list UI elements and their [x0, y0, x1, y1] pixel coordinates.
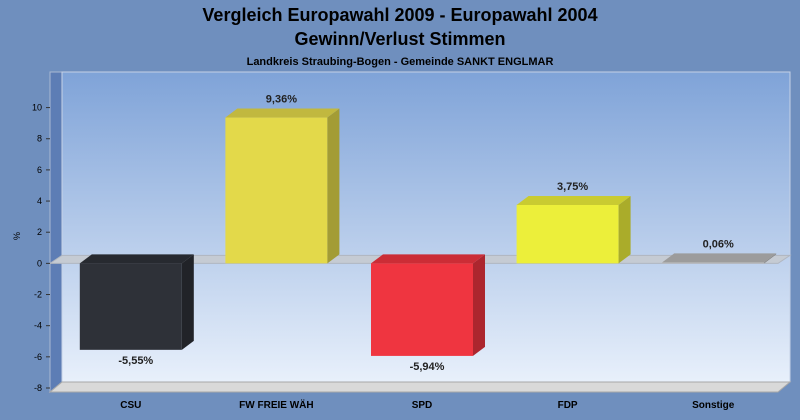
bar-csu: -5,55%: [79, 254, 194, 367]
bar-side: [764, 253, 777, 264]
y-tick-label: 10: [32, 103, 42, 113]
y-tick-label: -8: [34, 383, 42, 393]
y-tick-label: 6: [37, 165, 42, 175]
category-label: SPD: [412, 400, 433, 411]
bar-sonstige: 0,06%: [662, 238, 777, 264]
y-axis-ticks: 10 8 6 4 2 0 -2 -4 -6 -8: [32, 103, 50, 393]
chart-subtitle: Gewinn/Verlust Stimmen: [294, 29, 505, 49]
bar-top: [79, 254, 194, 264]
data-label: 0,06%: [703, 238, 734, 250]
bar-top: [225, 108, 340, 118]
y-tick-label: -6: [34, 352, 42, 362]
bars: -5,55% 9,36% -5,94% 3,75% 0,06%: [79, 94, 777, 373]
bar-side: [473, 254, 485, 356]
bar-front: [516, 204, 619, 264]
data-label: -5,55%: [118, 355, 153, 367]
bar-spd: -5,94%: [371, 254, 485, 373]
y-tick-label: 4: [37, 196, 42, 206]
bar-top: [662, 253, 777, 263]
y-axis-label: %: [12, 232, 22, 240]
plot-side-wall: [49, 71, 63, 394]
category-labels: CSU FW FREIE WÄH SPD FDP Sonstige: [120, 398, 735, 411]
bar-top: [516, 195, 631, 205]
bar-front: [225, 117, 328, 264]
category-label: CSU: [120, 400, 141, 411]
plot-floor: [48, 381, 792, 393]
chart-title: Vergleich Europawahl 2009 - Europawahl 2…: [202, 5, 597, 25]
category-label: FDP: [558, 400, 578, 411]
category-label: FW FREIE WÄH: [239, 398, 313, 411]
y-tick-label: 8: [37, 134, 42, 144]
data-label: -5,94%: [410, 361, 445, 373]
category-label: Sonstige: [692, 400, 735, 411]
y-tick-label: -4: [34, 321, 42, 331]
bar-fw-freie-w-h: 9,36%: [225, 94, 340, 264]
bar-side: [181, 254, 194, 350]
bar-front: [371, 263, 473, 356]
bar-top: [371, 254, 485, 264]
y-tick-label: -2: [34, 290, 42, 300]
bar-front: [79, 263, 182, 350]
bar-fdp: 3,75%: [516, 181, 631, 264]
data-label: 9,36%: [266, 94, 297, 106]
data-label: 3,75%: [557, 181, 588, 193]
chart-caption: Landkreis Straubing-Bogen - Gemeinde SAN…: [247, 56, 554, 68]
y-tick-label: 2: [37, 227, 42, 237]
bar-side: [327, 108, 340, 264]
bar-side: [618, 195, 631, 264]
bar-front: [662, 262, 765, 264]
y-tick-label: 0: [37, 258, 42, 268]
